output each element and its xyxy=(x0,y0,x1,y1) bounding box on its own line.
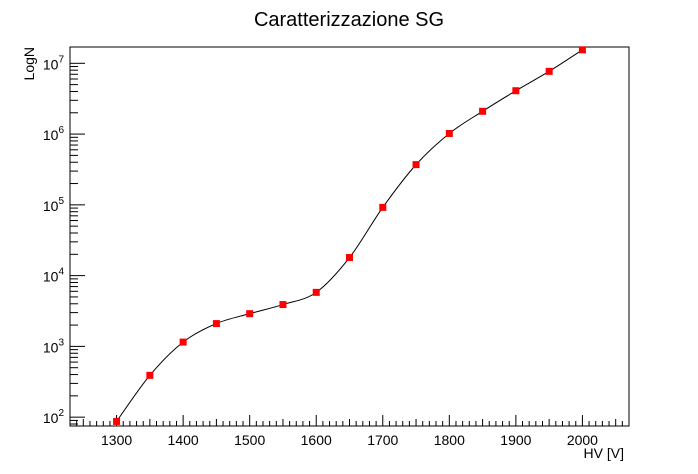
y-tick-label: 103 xyxy=(43,337,65,355)
x-tick-label: 1700 xyxy=(367,432,398,448)
plot-frame xyxy=(69,46,630,427)
y-tick-label: 107 xyxy=(43,54,65,72)
x-tick-label: 1400 xyxy=(168,432,199,448)
series-line xyxy=(116,49,583,422)
y-axis: 102 103 104 105 106 107 xyxy=(43,54,85,426)
x-tick-label: 1300 xyxy=(101,432,132,448)
data-point xyxy=(279,301,287,309)
x-axis: 1300 1400 1500 1600 1700 1800 1900 2000 xyxy=(69,415,630,448)
x-tick-label: 2000 xyxy=(567,432,598,448)
y-tick-label: 106 xyxy=(43,125,65,143)
x-tick-label: 1900 xyxy=(500,432,531,448)
x-tick-label: 1500 xyxy=(234,432,265,448)
data-point xyxy=(545,67,553,75)
data-point xyxy=(512,87,520,95)
data-point xyxy=(412,161,420,169)
data-point xyxy=(246,310,254,318)
data-point xyxy=(113,417,121,425)
y-tick-label: 102 xyxy=(43,408,65,426)
data-point xyxy=(212,320,220,328)
x-tick-label: 1600 xyxy=(301,432,332,448)
y-tick-label: 105 xyxy=(43,196,65,214)
data-point xyxy=(479,107,487,115)
data-point xyxy=(379,203,387,211)
series-markers xyxy=(113,46,586,425)
x-axis-label: HV [V] xyxy=(584,445,624,461)
data-point xyxy=(179,338,187,346)
data-point xyxy=(445,129,453,137)
data-point xyxy=(312,288,320,296)
x-tick-label: 1800 xyxy=(434,432,465,448)
data-point xyxy=(146,371,154,379)
data-point xyxy=(346,254,353,262)
chart-title: Caratterizzazione SG xyxy=(254,9,444,31)
y-tick-label: 104 xyxy=(43,267,65,285)
y-axis-label: LogN xyxy=(21,47,37,80)
data-point xyxy=(578,46,586,54)
